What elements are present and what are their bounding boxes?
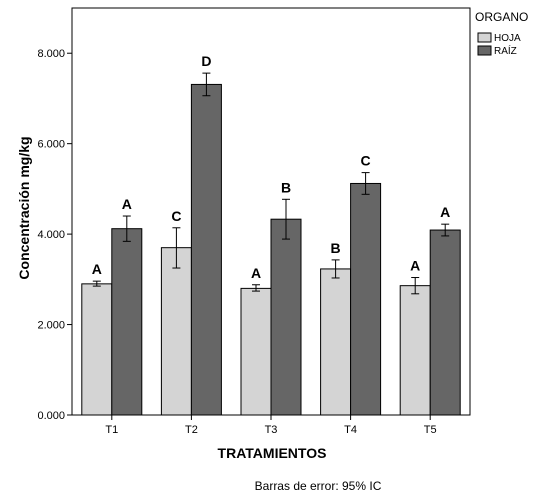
axes-layer: T1 T2 T3 T4 T5 0.000 2.000 4.000 6.000 8.000 <box>37 7 471 436</box>
bar-raz-t5 <box>429 229 461 416</box>
x-tick-label-t4: T4 <box>344 424 357 436</box>
x-tick-label-t5: T5 <box>424 424 437 436</box>
x-tick-label-t1: T1 <box>105 424 118 436</box>
x-tick-label-t3: T3 <box>265 424 278 436</box>
legend-label-raiz: RAÍZ <box>494 44 517 57</box>
legend-swatch-raiz <box>477 45 492 56</box>
bar-raz-t3 <box>270 218 302 416</box>
bar-hoja-t2 <box>160 247 192 416</box>
y-tick-label: 2.000 <box>37 320 65 332</box>
bars-layer <box>81 83 461 416</box>
bar-hoja-t4 <box>320 268 352 416</box>
legend: ORGANO HOJA RAÍZ <box>475 10 528 57</box>
legend-label-hoja: HOJA <box>494 33 521 44</box>
y-tick-label: 6.000 <box>37 139 65 151</box>
bar-raz-t4 <box>350 182 382 416</box>
y-axis-title: Concentración mg/kg <box>16 136 32 279</box>
legend-swatch-hoja <box>477 32 492 43</box>
bar-raz-t2 <box>190 83 222 416</box>
significance-label-raz-t5: A <box>440 204 450 220</box>
x-tick-label-t2: T2 <box>185 424 198 436</box>
y-tick-label: 4.000 <box>37 229 65 241</box>
significance-label-hoja-t4: B <box>331 240 341 256</box>
bar-raz-t1 <box>111 228 143 416</box>
significance-label-raz-t1: A <box>122 196 132 212</box>
legend-title: ORGANO <box>475 10 528 24</box>
bar-hoja-t5 <box>399 285 431 416</box>
significance-labels-layer: A A C D A B B C A A <box>92 53 451 281</box>
bar-hoja-t1 <box>81 283 113 416</box>
significance-label-hoja-t3: A <box>251 265 261 281</box>
error-bars-layer <box>92 72 450 295</box>
significance-label-hoja-t2: C <box>171 208 181 224</box>
y-tick-label: 8.000 <box>37 48 65 60</box>
significance-label-hoja-t5: A <box>410 258 420 274</box>
y-tick-label: 0.000 <box>37 410 65 422</box>
significance-label-hoja-t1: A <box>92 261 102 277</box>
plot-frame <box>71 7 471 416</box>
significance-label-raz-t2: D <box>201 53 211 69</box>
significance-label-raz-t4: C <box>361 153 371 169</box>
footnote: Barras de error: 95% IC <box>255 479 382 493</box>
bar-hoja-t3 <box>240 287 272 416</box>
significance-label-raz-t3: B <box>281 179 291 195</box>
x-axis-title: TRATAMIENTOS <box>218 445 327 461</box>
